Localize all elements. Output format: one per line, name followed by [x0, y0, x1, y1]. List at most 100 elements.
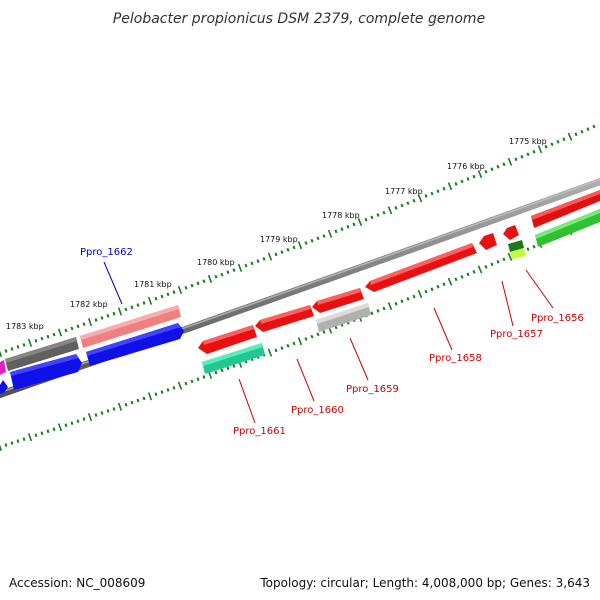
outer-ruler-tick [220, 272, 224, 277]
inner-ruler-tick [526, 247, 530, 251]
gene-arrow [5, 337, 77, 363]
tick-label-1776: 1776 kbp [447, 162, 485, 171]
inner-ruler-tick [130, 400, 134, 405]
outer-ruler-tick [256, 259, 260, 263]
inner-ruler-tick [22, 437, 26, 442]
leader-ppro-1660 [296, 358, 315, 402]
leader-ppro-1657 [501, 280, 514, 327]
inner-ruler-tick [166, 388, 170, 392]
gene-arrow [80, 305, 179, 340]
inner-ruler-tick [0, 444, 2, 452]
outer-ruler-tick [82, 322, 86, 327]
inner-ruler-tick [424, 289, 428, 294]
outer-ruler-tick [130, 305, 134, 310]
outer-ruler-tick [27, 338, 33, 347]
tick-label-1782: 1782 kbp [70, 300, 108, 309]
outer-ruler-tick [124, 307, 128, 312]
gene-arrow-ppro-1657[interactable] [508, 240, 524, 252]
outer-ruler-tick [142, 301, 146, 305]
outer-ruler-tick [394, 206, 398, 210]
inner-ruler-tick [412, 294, 416, 299]
gene-label-ppro-1656[interactable]: Ppro_1656 [531, 313, 584, 324]
inner-ruler-tick [76, 419, 80, 424]
inner-ruler-tick [507, 252, 513, 261]
gene-arrow [316, 303, 369, 324]
gene-arrow[interactable] [0, 380, 8, 394]
inner-ruler-tick [136, 398, 140, 403]
inner-ruler-tick [400, 299, 404, 304]
tick-label-1779: 1779 kbp [260, 235, 298, 244]
inner-ruler-tick [417, 290, 423, 299]
gene-arrow-ppro-1657[interactable] [479, 233, 497, 250]
tick-label-1781: 1781 kbp [134, 280, 172, 289]
outer-ruler-tick [22, 343, 26, 347]
gene-arrow [86, 323, 181, 356]
inner-ruler-tick [196, 377, 200, 382]
outer-ruler-tick [447, 182, 453, 191]
inner-ruler-tick [100, 411, 104, 415]
inner-ruler-tick [370, 311, 374, 316]
inner-ruler-tick [286, 343, 290, 348]
gene-arrow[interactable] [86, 323, 184, 366]
outer-ruler-tick [466, 177, 470, 181]
inner-ruler-tick [57, 423, 63, 432]
inner-ruler-tick [117, 402, 123, 411]
outer-ruler-tick [327, 229, 333, 238]
gene-label-ppro-1661[interactable]: Ppro_1661 [233, 426, 286, 437]
outer-ruler-tick [64, 328, 68, 333]
leader-ppro-1656 [525, 269, 554, 309]
outer-ruler-tick [244, 263, 248, 268]
tick-label-1777: 1777 kbp [385, 187, 423, 196]
gene-label-ppro-1657[interactable]: Ppro_1657 [490, 329, 543, 340]
outer-ruler-tick [472, 174, 476, 179]
outer-ruler-tick [226, 270, 230, 275]
outer-ruler-tick [567, 132, 573, 141]
reverse-strand-genes [0, 209, 600, 394]
outer-ruler-tick [520, 154, 524, 159]
outer-ruler-tick [4, 349, 8, 353]
inner-ruler-tick [160, 390, 164, 394]
outer-ruler-tick [106, 313, 110, 318]
outer-ruler-tick [436, 189, 440, 193]
outer-ruler-tick [417, 194, 423, 203]
leader-ppro-1659 [349, 337, 369, 381]
gene-arrow[interactable] [0, 360, 6, 375]
outer-ruler-tick [574, 132, 578, 137]
outer-ruler-tick [100, 316, 104, 320]
gene-label-ppro-1658[interactable]: Ppro_1658 [429, 353, 482, 364]
tick-label-1778: 1778 kbp [322, 211, 360, 220]
outer-ruler-tick [454, 182, 458, 186]
outer-ruler-tick [147, 296, 153, 305]
outer-ruler-tick [280, 250, 284, 254]
outer-ruler-tick [316, 236, 320, 241]
outer-ruler-tick [250, 261, 254, 266]
outer-ruler-tick [376, 213, 380, 217]
outer-ruler-tick [412, 198, 416, 203]
gene-label-ppro-1662[interactable]: Ppro_1662 [80, 247, 133, 258]
gene-arrow-ppro-1657[interactable] [503, 225, 519, 240]
inner-ruler-tick [172, 385, 176, 390]
gene-label-ppro-1660[interactable]: Ppro_1660 [291, 405, 344, 416]
inner-ruler-tick [310, 334, 314, 339]
outer-ruler-tick [202, 279, 206, 284]
inner-ruler-tick [40, 431, 44, 436]
inner-ruler-tick [382, 306, 386, 311]
inner-ruler-tick [112, 407, 116, 411]
gene-label-ppro-1659[interactable]: Ppro_1659 [346, 384, 399, 395]
outer-ruler-tick [586, 127, 590, 131]
inner-ruler-tick [34, 433, 38, 438]
outer-ruler-tick [490, 167, 494, 172]
inner-ruler-tick [27, 433, 33, 442]
inner-ruler-tick [226, 366, 230, 371]
inner-ruler-tick [232, 364, 236, 368]
gene-arrow-ppro-1657[interactable] [510, 248, 526, 259]
gene-arrow [535, 209, 600, 239]
inner-ruler-tick [70, 421, 74, 426]
outer-ruler-tick [322, 234, 326, 238]
gene-arrow[interactable] [10, 354, 82, 390]
inner-ruler-tick [124, 402, 128, 407]
inner-ruler-tick [267, 348, 273, 357]
inner-ruler-tick [82, 417, 86, 422]
inner-ruler-tick [202, 375, 206, 379]
